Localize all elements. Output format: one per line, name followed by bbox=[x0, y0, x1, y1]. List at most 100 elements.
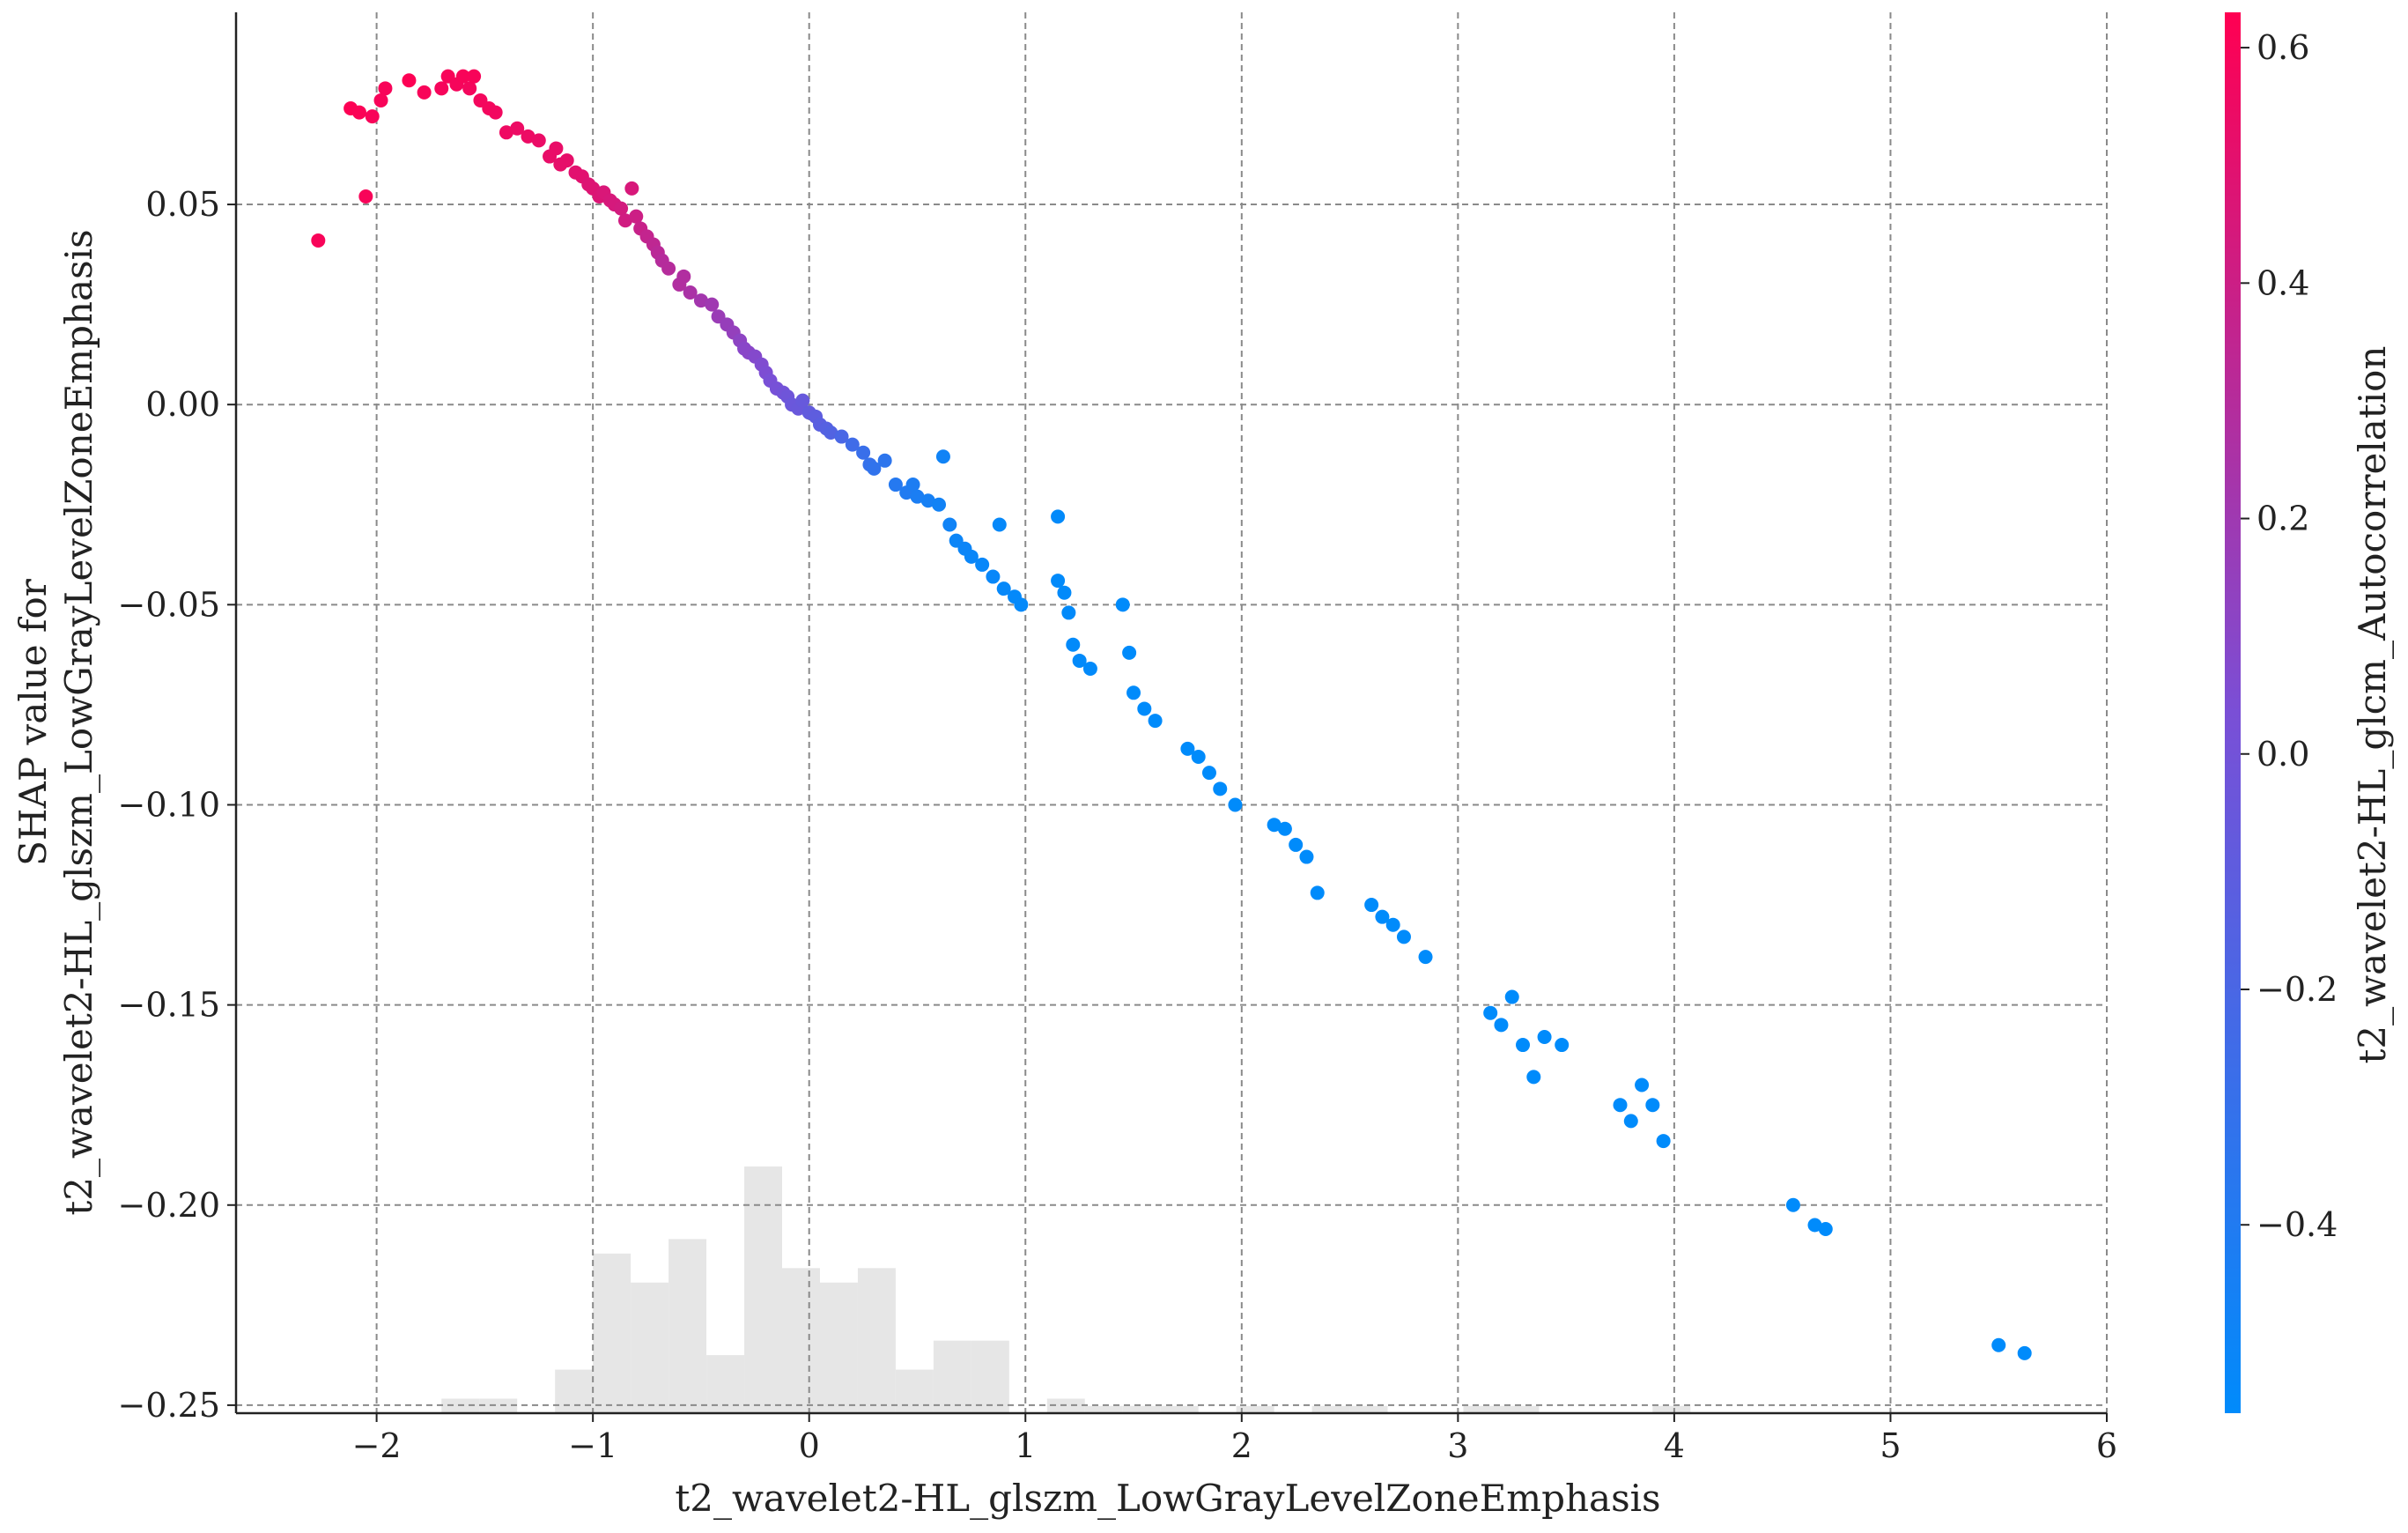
scatter-point bbox=[1277, 821, 1292, 836]
histogram-bar bbox=[1311, 1405, 1350, 1413]
colorbar-tick-label: 0.2 bbox=[2257, 500, 2309, 538]
scatter-point bbox=[434, 81, 449, 96]
y-tick-label: −0.05 bbox=[118, 585, 220, 624]
scatter-point bbox=[1537, 1029, 1552, 1044]
histogram-bar bbox=[479, 1398, 518, 1413]
histogram-bar bbox=[971, 1340, 1009, 1413]
histogram-bar bbox=[1084, 1405, 1123, 1413]
scatter-point bbox=[1623, 1114, 1638, 1129]
scatter-point bbox=[1656, 1134, 1671, 1149]
scatter-point bbox=[942, 517, 957, 532]
scatter-point bbox=[1785, 1197, 1800, 1212]
scatter-point bbox=[1228, 797, 1243, 812]
x-tick-label: 4 bbox=[1664, 1426, 1685, 1465]
scatter-point bbox=[1191, 749, 1206, 764]
histogram-bar bbox=[668, 1239, 707, 1413]
colorbar-tick-label: 0.0 bbox=[2257, 735, 2309, 774]
y-tick-label: −0.25 bbox=[118, 1386, 220, 1425]
x-tick-label: 6 bbox=[2096, 1426, 2117, 1465]
scatter-point bbox=[617, 213, 632, 228]
scatter-point bbox=[834, 429, 849, 444]
scatter-point bbox=[683, 285, 698, 300]
scatter-point bbox=[867, 461, 882, 476]
scatter-point bbox=[910, 489, 925, 504]
histogram-bar bbox=[593, 1253, 632, 1413]
scatter-point bbox=[1201, 766, 1216, 781]
x-tick-label: −1 bbox=[568, 1426, 617, 1465]
scatter-point bbox=[824, 426, 838, 440]
x-tick-label: 2 bbox=[1231, 1426, 1252, 1465]
scatter-point bbox=[351, 105, 366, 120]
scatter-point bbox=[676, 269, 691, 284]
histogram-bar bbox=[1349, 1405, 1388, 1413]
scatter-point bbox=[1526, 1070, 1541, 1085]
scatter-point bbox=[1115, 597, 1130, 612]
histogram-bar bbox=[1160, 1405, 1199, 1413]
y-tick-label: −0.10 bbox=[118, 785, 220, 824]
scatter-point bbox=[1516, 1038, 1531, 1053]
scatter-point bbox=[531, 133, 546, 148]
scatter-point bbox=[693, 293, 708, 308]
colorbar-tick-label: 0.4 bbox=[2257, 263, 2309, 302]
scatter-point bbox=[1494, 1018, 1509, 1033]
scatter-point bbox=[1289, 837, 1304, 852]
y-tick-label: −0.15 bbox=[118, 986, 220, 1025]
scatter-point bbox=[877, 453, 892, 468]
scatter-point bbox=[1310, 885, 1325, 900]
scatter-point bbox=[499, 125, 513, 140]
histogram-bar bbox=[782, 1268, 820, 1413]
scatter-point bbox=[845, 437, 860, 452]
scatter-point bbox=[358, 189, 373, 204]
scatter-point bbox=[888, 478, 903, 492]
scatter-point bbox=[1396, 929, 1411, 944]
x-axis-title: t2_wavelet2-HL_glszm_LowGrayLevelZoneEmp… bbox=[675, 1477, 1660, 1520]
scatter-point bbox=[1807, 1218, 1822, 1233]
histogram-bar bbox=[1652, 1405, 1691, 1413]
histogram-bar bbox=[1501, 1405, 1540, 1413]
histogram-bar bbox=[555, 1369, 594, 1413]
scatter-point bbox=[2017, 1345, 2032, 1360]
scatter-point bbox=[467, 69, 482, 84]
x-tick-label: 1 bbox=[1015, 1426, 1036, 1465]
plot-area: −2 −1 0 1 2 3 4 5 6 0.05 0.00 −0.05 −0.10 −0.15 −0.20 −… bbox=[118, 12, 2117, 1465]
scatter-point bbox=[378, 81, 393, 96]
scatter-point bbox=[1483, 1005, 1498, 1020]
histogram-bar bbox=[857, 1268, 896, 1413]
scatter-point bbox=[1613, 1098, 1628, 1113]
scatter-point bbox=[1818, 1222, 1833, 1237]
scatter-point bbox=[559, 153, 574, 168]
histogram-bar bbox=[819, 1282, 858, 1413]
scatter-point bbox=[402, 73, 417, 88]
histogram-bar bbox=[895, 1369, 934, 1413]
y-tick-label: −0.20 bbox=[118, 1186, 220, 1225]
scatter-point bbox=[1504, 989, 1519, 1004]
scatter-point bbox=[549, 141, 564, 156]
scatter-point bbox=[1635, 1078, 1650, 1092]
scatter-point bbox=[661, 261, 676, 276]
x-tick-label: 3 bbox=[1447, 1426, 1468, 1465]
scatter-point bbox=[1418, 950, 1433, 965]
scatter-point bbox=[1555, 1038, 1570, 1053]
scatter-point bbox=[1267, 818, 1282, 833]
scatter-point bbox=[1385, 917, 1400, 932]
x-tick-label: −2 bbox=[352, 1426, 402, 1465]
scatter-point bbox=[311, 233, 326, 248]
colorbar-gradient bbox=[2225, 12, 2241, 1413]
scatter-point bbox=[705, 297, 720, 312]
scatter-point bbox=[629, 209, 644, 224]
scatter-point bbox=[1051, 574, 1066, 589]
colorbar-tick-label: 0.6 bbox=[2257, 28, 2309, 67]
histogram-bar bbox=[1122, 1405, 1161, 1413]
colorbar: 0.6 0.4 0.2 0.0 −0.2 −0.4 bbox=[2225, 12, 2338, 1413]
scatter-point bbox=[932, 497, 947, 512]
scatter-point bbox=[1299, 849, 1314, 864]
scatter-point bbox=[1991, 1337, 2006, 1352]
y-tick-label: 0.00 bbox=[145, 385, 220, 424]
scatter-point bbox=[1072, 653, 1087, 668]
scatter-point bbox=[365, 109, 380, 124]
scatter-point bbox=[986, 569, 1001, 584]
scatter-point bbox=[1126, 685, 1141, 700]
scatter-point bbox=[1137, 701, 1152, 716]
x-tick-label: 5 bbox=[1880, 1426, 1901, 1465]
